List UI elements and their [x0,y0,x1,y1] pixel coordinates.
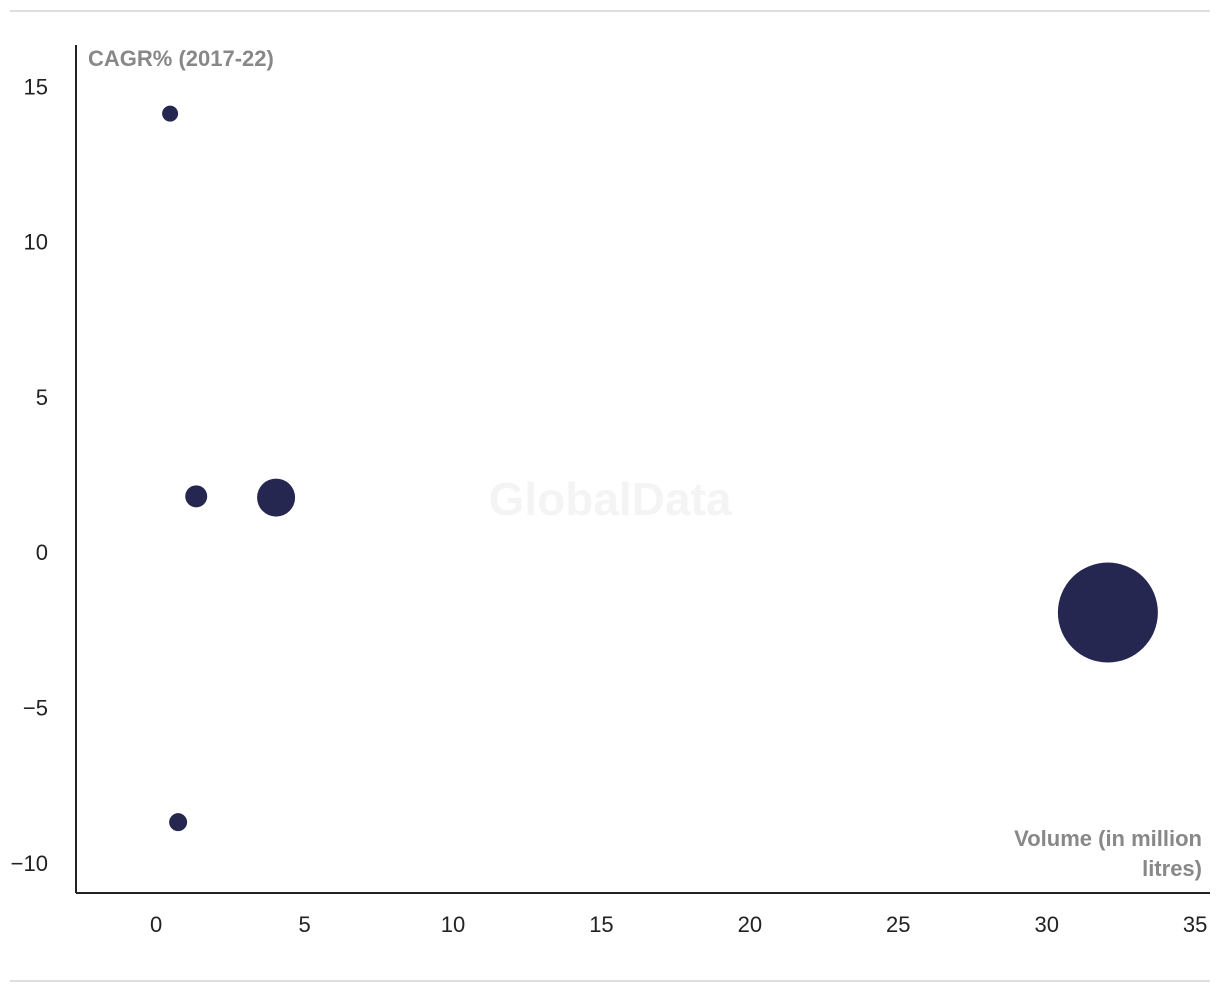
x-tick-label: 10 [441,912,465,937]
y-tick-label: 15 [24,74,48,99]
y-tick-label: −10 [11,851,48,876]
bubble [257,478,296,517]
x-tick-label: 35 [1183,912,1207,937]
y-axis-label: CAGR% (2017-22) [88,46,274,71]
bubble [185,485,208,508]
x-tick-label: 25 [886,912,910,937]
bubble [169,813,188,832]
y-tick-label: 5 [36,385,48,410]
x-tick-label: 30 [1034,912,1058,937]
x-tick-label: 15 [589,912,613,937]
y-tick-label: −5 [23,696,48,721]
x-tick-label: 0 [150,912,162,937]
y-tick-label: 0 [36,540,48,565]
x-axis-label: Volume (in million litres) [1014,826,1202,881]
watermark: GlobalData [489,473,732,525]
x-tick-label: 5 [298,912,310,937]
x-tick-label: 20 [738,912,762,937]
y-tick-label: 10 [24,230,48,255]
bubble [1057,562,1158,663]
bubble [162,105,179,122]
